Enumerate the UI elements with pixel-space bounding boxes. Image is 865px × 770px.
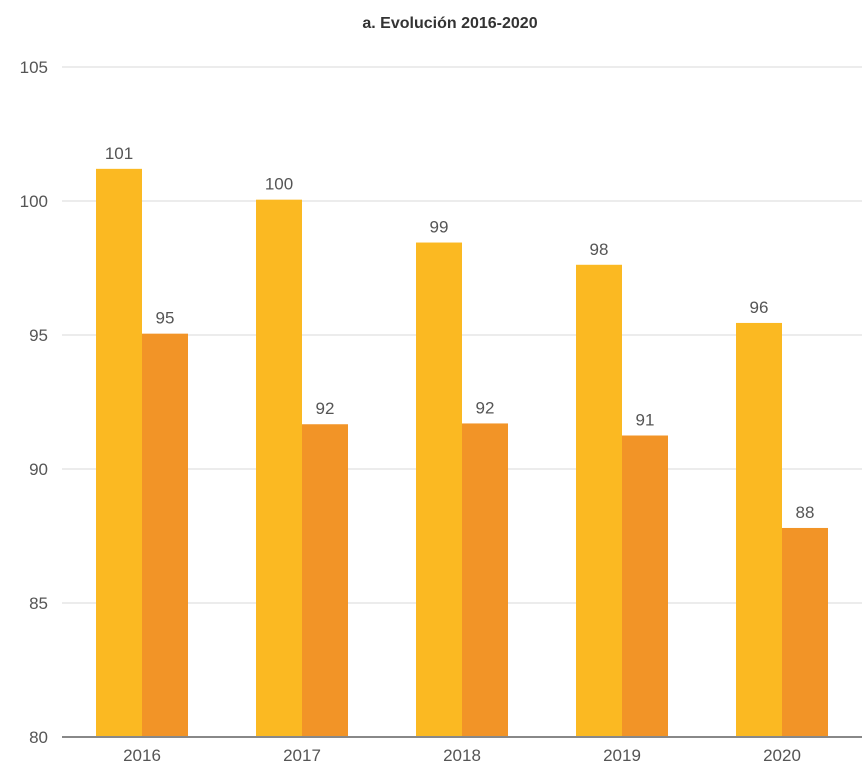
y-tick-label: 105: [20, 58, 48, 77]
data-label: 88: [796, 503, 815, 522]
bar: [622, 435, 668, 737]
data-label: 100: [265, 175, 293, 194]
bar: [416, 242, 462, 738]
bar: [736, 322, 782, 737]
data-label: 99: [430, 218, 449, 237]
x-tick-label: 2016: [123, 746, 161, 765]
y-tick-label: 90: [29, 460, 48, 479]
bar: [302, 424, 348, 737]
x-tick-label: 2020: [763, 746, 801, 765]
bar: [256, 199, 302, 737]
bar: [576, 264, 622, 737]
data-labels: 101 95 100 92 99 92 98 91 96 88: [105, 144, 815, 522]
bar: [462, 423, 508, 737]
y-tick-label: 100: [20, 192, 48, 211]
data-label: 91: [636, 411, 655, 430]
data-label: 95: [156, 309, 175, 328]
data-label: 92: [476, 398, 495, 417]
data-label: 92: [316, 399, 335, 418]
x-tick-label: 2017: [283, 746, 321, 765]
bar: [782, 527, 828, 737]
y-axis-ticks: 80 85 90 95 100 105: [20, 58, 48, 747]
data-label: 96: [750, 298, 769, 317]
x-tick-label: 2018: [443, 746, 481, 765]
data-label: 101: [105, 144, 133, 163]
y-tick-label: 85: [29, 594, 48, 613]
data-label: 98: [590, 240, 609, 259]
bar: [142, 333, 188, 737]
y-tick-label: 80: [29, 728, 48, 747]
bars: [96, 168, 828, 738]
bar: [96, 168, 142, 738]
y-tick-label: 95: [29, 326, 48, 345]
chart-title: a. Evolución 2016-2020: [362, 15, 537, 32]
x-axis-ticks: 2016 2017 2018 2019 2020: [123, 746, 801, 765]
x-tick-label: 2019: [603, 746, 641, 765]
